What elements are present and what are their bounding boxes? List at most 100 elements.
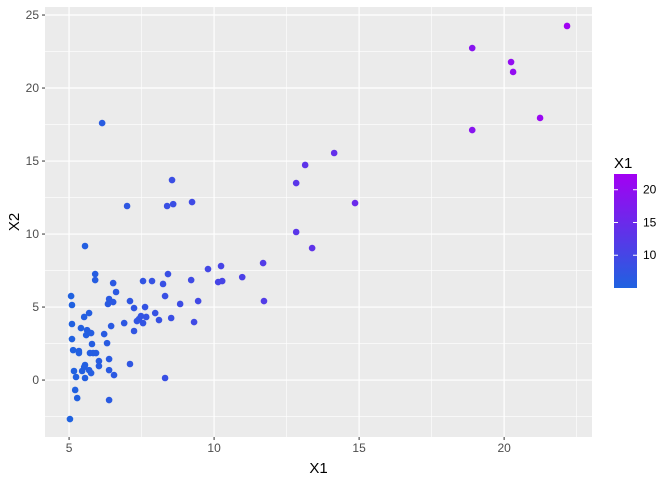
data-point xyxy=(259,259,267,267)
data-point xyxy=(169,200,177,208)
data-point xyxy=(87,329,95,337)
data-point xyxy=(66,415,74,423)
data-point xyxy=(67,292,75,300)
data-point xyxy=(141,303,149,311)
data-point xyxy=(112,288,120,296)
points-layer xyxy=(66,22,571,423)
data-point xyxy=(85,309,93,317)
colorbar xyxy=(614,174,637,288)
data-point xyxy=(88,340,96,348)
data-point xyxy=(468,44,476,52)
data-point xyxy=(81,242,89,250)
data-point xyxy=(81,374,89,382)
data-point xyxy=(73,394,81,402)
data-point xyxy=(139,319,147,327)
data-point xyxy=(194,297,202,305)
data-point xyxy=(238,273,246,281)
data-point xyxy=(78,367,86,375)
data-point xyxy=(104,300,112,308)
data-point xyxy=(301,161,309,169)
data-point xyxy=(142,313,150,321)
data-point xyxy=(292,179,300,187)
data-point xyxy=(308,244,316,252)
data-point xyxy=(110,371,118,379)
data-point xyxy=(468,126,476,134)
data-point xyxy=(109,298,117,306)
data-point xyxy=(155,316,163,324)
data-point xyxy=(105,355,113,363)
data-point xyxy=(130,327,138,335)
data-point xyxy=(126,360,134,368)
data-point xyxy=(330,149,338,157)
y-tick-label: 0 xyxy=(32,373,39,387)
data-point xyxy=(161,374,169,382)
data-point xyxy=(75,349,83,357)
data-point xyxy=(190,318,198,326)
data-point xyxy=(68,301,76,309)
data-point xyxy=(105,366,113,374)
data-point xyxy=(109,279,117,287)
data-point xyxy=(91,270,99,278)
x-tick-label: 10 xyxy=(207,441,221,455)
colorbar-tick-label: 20 xyxy=(643,183,657,197)
data-point xyxy=(167,314,175,322)
data-point xyxy=(123,202,131,210)
axes: 5 10 15 20 0 5 10 15 20 25 xyxy=(26,8,511,455)
data-point xyxy=(92,349,100,357)
data-point xyxy=(151,309,159,317)
data-point xyxy=(218,277,226,285)
panel-background xyxy=(45,7,592,437)
data-point xyxy=(159,280,167,288)
data-point xyxy=(107,322,115,330)
data-point xyxy=(103,339,111,347)
data-point xyxy=(100,330,108,338)
legend-title: X1 xyxy=(614,155,632,172)
data-point xyxy=(72,373,80,381)
x-tick-label: 15 xyxy=(352,441,366,455)
x-axis-label: X1 xyxy=(309,460,327,477)
data-point xyxy=(68,320,76,328)
data-point xyxy=(536,114,544,122)
colorbar-tick-label: 15 xyxy=(643,215,657,229)
data-point xyxy=(187,276,195,284)
data-point xyxy=(139,277,147,285)
data-point xyxy=(91,276,99,284)
data-point xyxy=(95,362,103,370)
data-point xyxy=(161,292,169,300)
data-point xyxy=(80,313,88,321)
x-tick-label: 20 xyxy=(497,441,511,455)
data-point xyxy=(126,297,134,305)
colorbar-tick-label: 10 xyxy=(643,248,657,262)
data-point xyxy=(71,386,79,394)
plot-panel xyxy=(45,7,592,437)
y-tick-label: 25 xyxy=(26,8,40,22)
y-axis-label: X2 xyxy=(6,213,23,231)
data-point xyxy=(95,357,103,365)
data-point xyxy=(130,304,138,312)
data-point xyxy=(77,324,85,332)
data-point xyxy=(563,22,571,30)
data-point xyxy=(292,228,300,236)
data-point xyxy=(204,265,212,273)
data-point xyxy=(148,277,156,285)
data-point xyxy=(133,317,141,325)
data-point xyxy=(87,369,95,377)
data-point xyxy=(168,176,176,184)
data-point xyxy=(120,319,128,327)
data-point xyxy=(509,68,517,76)
data-point xyxy=(351,199,359,207)
y-tick-label: 15 xyxy=(26,154,40,168)
color-legend: X1 10 15 20 xyxy=(614,155,657,288)
data-point xyxy=(98,119,106,127)
y-tick-label: 20 xyxy=(26,81,40,95)
data-point xyxy=(70,367,78,375)
data-point xyxy=(188,198,196,206)
data-point xyxy=(69,346,77,354)
x-tick-label: 5 xyxy=(66,441,73,455)
data-point xyxy=(217,262,225,270)
data-point xyxy=(163,202,171,210)
data-point xyxy=(82,331,90,339)
data-point xyxy=(105,396,113,404)
data-point xyxy=(164,270,172,278)
